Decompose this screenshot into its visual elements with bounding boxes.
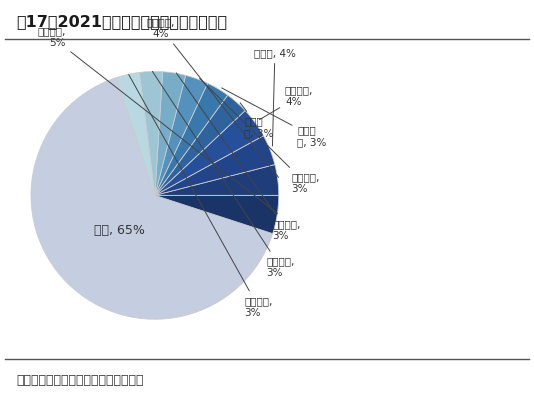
Text: 中电装备,
3%: 中电装备, 3% — [129, 74, 272, 317]
Text: 科陆电子,
3%: 科陆电子, 3% — [152, 71, 295, 278]
Text: 威思顿, 4%: 威思顿, 4% — [254, 48, 296, 146]
Wedge shape — [155, 72, 186, 195]
Text: 数据来源：国网官网，东吴证券研究所: 数据来源：国网官网，东吴证券研究所 — [16, 374, 144, 387]
Text: 海兴电力,
3%: 海兴电力, 3% — [176, 73, 301, 241]
Wedge shape — [155, 95, 245, 195]
Text: 林洋能
源, 3%: 林洋能 源, 3% — [222, 88, 327, 147]
Wedge shape — [31, 78, 273, 319]
Wedge shape — [155, 83, 227, 195]
Text: 其它, 65%: 其它, 65% — [95, 224, 145, 237]
Wedge shape — [116, 72, 155, 195]
Text: 炬华科
技, 3%: 炬华科 技, 3% — [240, 103, 273, 138]
Wedge shape — [155, 164, 279, 195]
Wedge shape — [155, 136, 275, 195]
Text: 图17：2021年国网招标智能电表市场格局: 图17：2021年国网招标智能电表市场格局 — [16, 14, 227, 29]
Wedge shape — [139, 72, 163, 195]
Text: 威胜集团,
3%: 威胜集团, 3% — [200, 79, 319, 194]
Text: 三星医疗,
5%: 三星医疗, 5% — [37, 26, 278, 213]
Wedge shape — [155, 111, 263, 195]
Wedge shape — [155, 195, 279, 234]
Wedge shape — [155, 75, 208, 195]
Text: 华立科技,
4%: 华立科技, 4% — [147, 18, 279, 177]
Text: 许继仪表,
4%: 许继仪表, 4% — [260, 85, 313, 120]
